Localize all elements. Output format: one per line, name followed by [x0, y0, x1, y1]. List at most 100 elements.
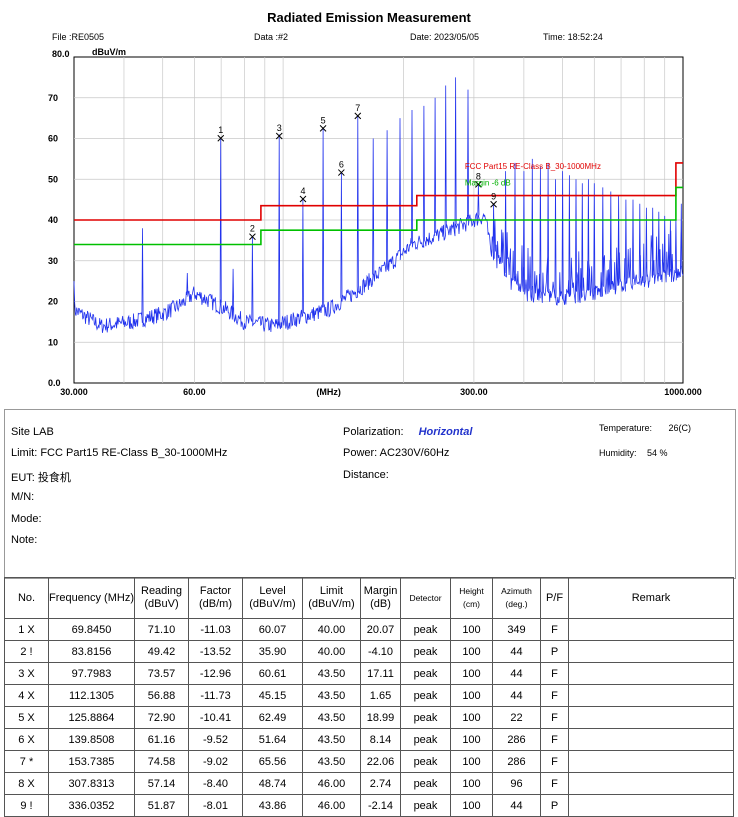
chart-annotations: FCC Part15 RE-Class B_30-1000MHz Margin -…	[465, 162, 601, 187]
col-header: Azimuth (deg.)	[492, 577, 541, 619]
limit-label: Limit: FCC Part15 RE-Class B_30-1000MHz	[11, 447, 228, 459]
table-cell: F	[540, 662, 569, 685]
power-label: Power: AC230V/60Hz	[343, 447, 450, 459]
col-header: Reading (dBuV)	[134, 577, 189, 619]
table-cell: 100	[450, 728, 493, 751]
y-tick-label: 60	[48, 134, 58, 144]
marker-x	[490, 200, 497, 208]
table-cell: peak	[400, 618, 451, 641]
time-label: Time: 18:52:24	[543, 32, 603, 42]
table-cell: 1 X	[4, 618, 49, 641]
spectrum-trace	[73, 77, 684, 333]
table-cell: peak	[400, 684, 451, 707]
temperature-row: Temperature: 26(C)	[599, 423, 691, 433]
table-cell: P	[540, 794, 569, 817]
eut-label: EUT: 投食机	[11, 472, 71, 484]
table-cell: 73.57	[134, 662, 189, 685]
results-table: No. Frequency (MHz) Reading (dBuV) Facto…	[4, 577, 734, 817]
table-cell: -2.14	[360, 794, 401, 817]
table-cell	[568, 772, 734, 795]
table-cell: 8 X	[4, 772, 49, 795]
peak-markers: 1 2 3 4 5 6 7 89	[217, 103, 497, 241]
table-cell: peak	[400, 706, 451, 729]
y-tick-label: 40	[48, 215, 58, 225]
marker-x	[275, 132, 283, 140]
y-tick-label: 30	[48, 256, 58, 266]
table-cell: 62.49	[242, 706, 303, 729]
table-cell: 43.50	[302, 728, 361, 751]
table-row: 4 X 112.1305 56.88 -11.73 45.15 43.50 1.65 peak…	[4, 684, 734, 707]
axis-ticks: 0.0 10 20 30 40 50 60 70 30.000 60.00 (MHz) 300.00 1…	[48, 93, 702, 397]
table-cell: 44	[492, 794, 541, 817]
table-cell: 307.8313	[48, 772, 135, 795]
y-tick-label: 10	[48, 337, 58, 347]
table-cell: 2.74	[360, 772, 401, 795]
table-cell: 71.10	[134, 618, 189, 641]
table-cell: peak	[400, 750, 451, 773]
table-cell: 65.56	[242, 750, 303, 773]
table-cell: 35.90	[242, 640, 303, 663]
marker-label: 3	[277, 123, 282, 133]
col-header: Detector	[400, 577, 451, 619]
table-cell: 43.50	[302, 662, 361, 685]
temperature-value: 26(C)	[668, 423, 692, 433]
table-cell	[568, 618, 734, 641]
col-header: Frequency (MHz)	[48, 577, 135, 619]
col-header: P/F	[540, 577, 569, 619]
y-tick-label: 50	[48, 174, 58, 184]
polarization-label: Polarization:	[343, 426, 404, 438]
table-cell: 48.74	[242, 772, 303, 795]
data-label: Data :#2	[254, 32, 289, 42]
spectrum-line	[73, 77, 684, 333]
table-cell: 44	[492, 662, 541, 685]
table-cell: 125.8864	[48, 706, 135, 729]
table-cell: 153.7385	[48, 750, 135, 773]
x-tick-label: 1000.000	[664, 387, 702, 397]
marker-label: 9	[491, 191, 496, 201]
table-cell: 44	[492, 640, 541, 663]
x-tick-label: (MHz)	[316, 387, 341, 397]
x-tick-label: 30.000	[60, 387, 88, 397]
table-cell: 100	[450, 618, 493, 641]
y-tick-label: 70	[48, 93, 58, 103]
marker-x	[475, 181, 482, 188]
limit-line	[74, 162, 683, 221]
table-cell: 49.42	[134, 640, 189, 663]
table-cell: peak	[400, 794, 451, 817]
table-cell: 74.58	[134, 750, 189, 773]
y-top-label: 80.0	[52, 49, 70, 59]
table-cell: 100	[450, 772, 493, 795]
y-tick-label: 0.0	[48, 378, 61, 388]
table-cell: -12.96	[188, 662, 243, 685]
table-cell: 83.8156	[48, 640, 135, 663]
test-info-panel: Site LAB Limit: FCC Part15 RE-Class B_30…	[4, 409, 736, 579]
table-cell: -11.03	[188, 618, 243, 641]
table-row: 2 ! 83.8156 49.42 -13.52 35.90 40.00 -4.10 peak…	[4, 640, 734, 663]
table-cell: 46.00	[302, 772, 361, 795]
table-cell: 40.00	[302, 618, 361, 641]
humidity-label: Humidity:	[599, 448, 637, 458]
marker-label: 2	[250, 224, 255, 234]
table-cell: 51.64	[242, 728, 303, 751]
table-cell	[568, 728, 734, 751]
page-title: Radiated Emission Measurement	[267, 10, 471, 25]
marker-label: 6	[339, 160, 344, 170]
table-cell: 2 !	[4, 640, 49, 663]
table-cell: F	[540, 618, 569, 641]
table-row: 7 * 153.7385 74.58 -9.02 65.56 43.50 22.06 peak…	[4, 750, 734, 773]
y-unit-label: dBuV/m	[92, 47, 127, 57]
table-cell: -11.73	[188, 684, 243, 707]
table-cell: -13.52	[188, 640, 243, 663]
col-header: Height (cm)	[450, 577, 493, 619]
table-cell: 1.65	[360, 684, 401, 707]
table-cell: 6 X	[4, 728, 49, 751]
table-cell: -9.52	[188, 728, 243, 751]
marker-x	[337, 169, 345, 176]
table-cell: 22.06	[360, 750, 401, 773]
table-cell	[568, 706, 734, 729]
table-cell: 286	[492, 750, 541, 773]
table-cell: -8.01	[188, 794, 243, 817]
table-cell: 72.90	[134, 706, 189, 729]
table-row: 5 X 125.8864 72.90 -10.41 62.49 43.50 18.99 pea…	[4, 706, 734, 729]
table-cell: 18.99	[360, 706, 401, 729]
